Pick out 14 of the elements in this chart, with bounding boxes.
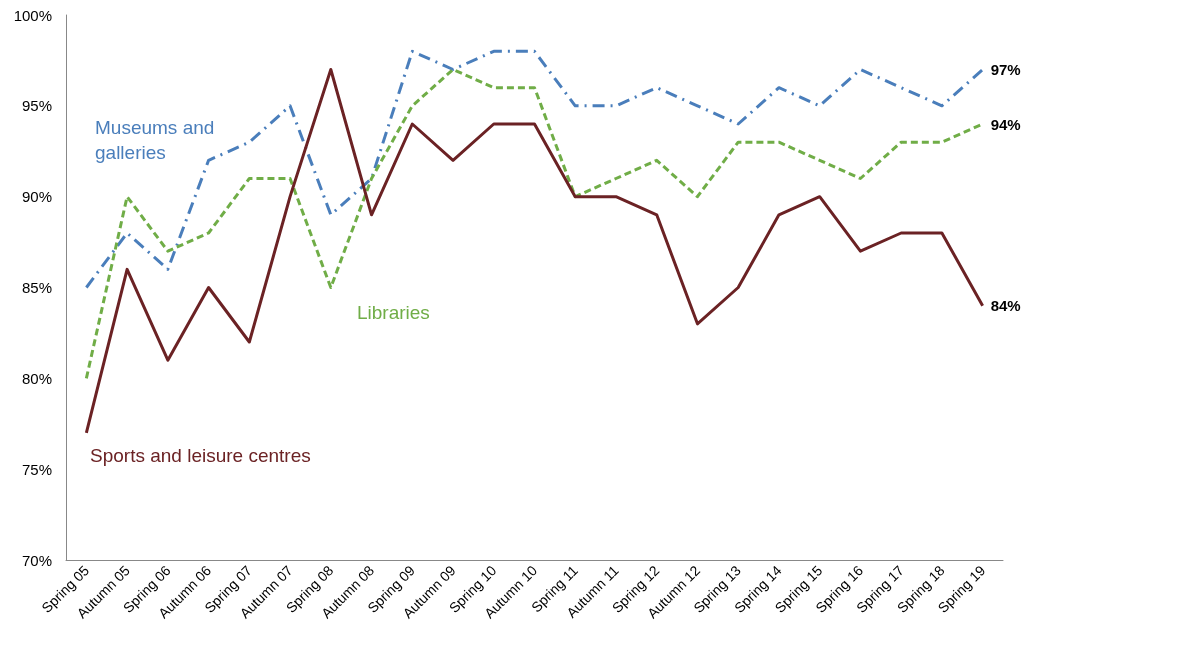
- data-label: 84%: [990, 297, 1021, 315]
- y-tick-label: 90%: [21, 188, 52, 206]
- series-label: Sports and leisure centres: [90, 445, 311, 466]
- y-tick-label: 70%: [21, 551, 52, 569]
- y-tick-label: 80%: [21, 369, 52, 387]
- line-series: [84, 49, 985, 289]
- data-label: 94%: [990, 115, 1021, 133]
- y-tick-label: 85%: [21, 279, 52, 296]
- series-label: Libraries: [357, 302, 430, 323]
- y-tick-label: 100%: [13, 6, 52, 24]
- y-tick-label: 95%: [21, 97, 52, 115]
- y-tick-label: 75%: [21, 460, 52, 478]
- data-label: 97%: [990, 61, 1021, 78]
- series-label: Museums and galleries: [95, 117, 215, 163]
